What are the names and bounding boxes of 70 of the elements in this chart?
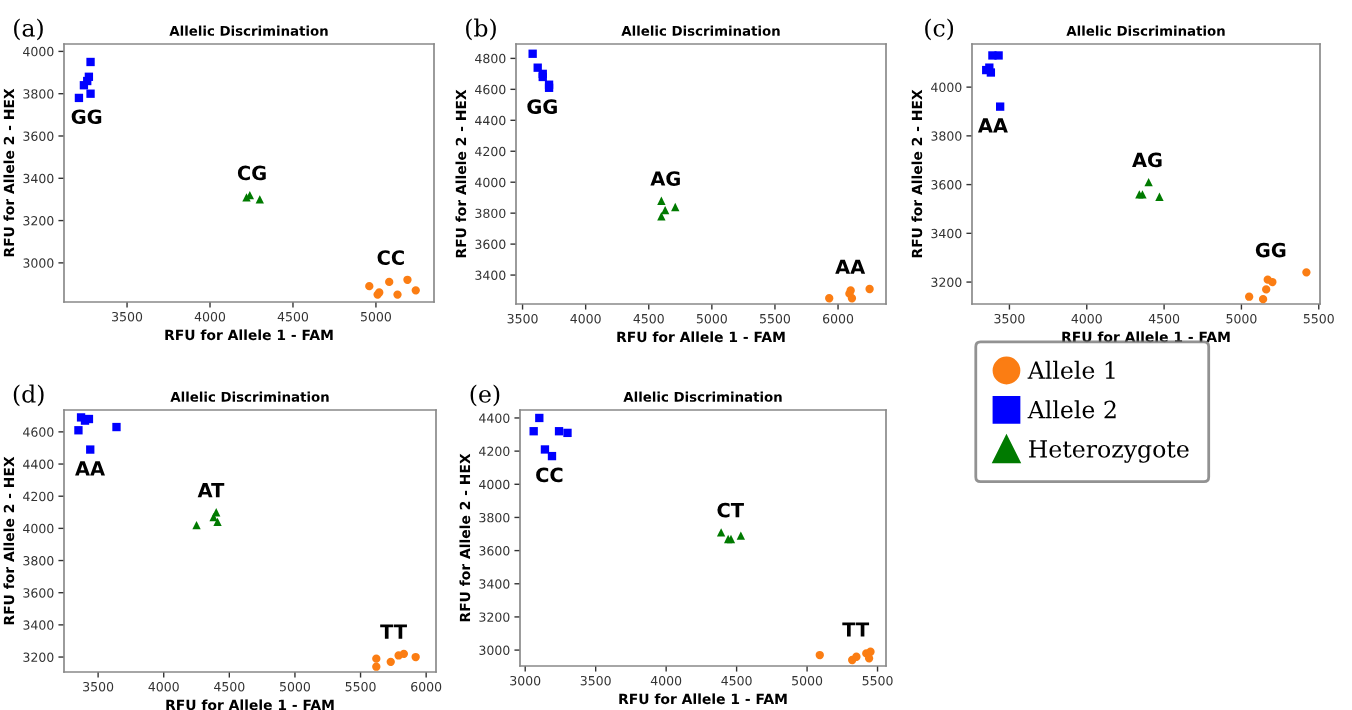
point [716,528,726,537]
annotation: TT [380,624,407,639]
point [192,520,201,530]
annotation: CT [717,502,744,518]
text: (a) [14,18,43,41]
point [372,662,381,671]
point [864,654,874,663]
annotation: CC [377,250,404,265]
point [385,277,394,287]
point [74,93,84,103]
point [393,290,402,299]
point [79,81,89,90]
point [74,426,83,435]
annotation: AT [197,482,225,498]
point [386,657,395,667]
point [671,202,680,212]
point [365,281,374,291]
annotation: AA [835,259,866,274]
point [847,294,857,303]
point [540,445,550,454]
annotation: GG [527,99,557,114]
point [815,650,824,660]
point [411,286,420,295]
point [86,89,95,98]
point [403,275,412,284]
point [1258,294,1268,304]
point [399,649,409,658]
text: (e) [470,384,500,407]
point [563,428,572,438]
point [255,195,264,204]
annotation: GG [71,109,102,125]
point [213,517,222,527]
point [535,413,544,423]
point [86,445,95,454]
text: (c) [925,18,954,41]
point [865,284,874,294]
point [547,451,557,461]
point [1268,277,1277,287]
point [1262,285,1271,294]
annotation: CC [536,467,563,483]
annotation: TT [842,622,870,637]
legend-label: Heterozygote [1029,440,1189,463]
point [986,68,996,77]
text: (d) [13,384,44,407]
point [825,294,834,303]
point [736,531,746,540]
annotation: AG [1132,152,1162,168]
point [657,196,666,205]
annotation: GG [1255,242,1286,258]
point [1245,292,1254,301]
point [411,652,420,662]
point [1155,192,1164,201]
annotation: CG [237,165,266,181]
annotation: AA [75,461,105,476]
point [529,427,538,436]
annotation: AG [650,171,680,186]
legend-label: Allele 1 [1027,360,1115,380]
text: (b) [466,18,496,41]
annotation: AA [977,118,1008,133]
point [995,102,1005,111]
point [994,51,1003,60]
point [657,212,666,221]
point [372,654,381,663]
legend-label: Allele 2 [1027,400,1116,419]
point [1144,178,1153,187]
point [86,57,95,67]
point [112,422,121,432]
point [1302,268,1311,277]
point [528,49,537,58]
point [554,427,564,436]
